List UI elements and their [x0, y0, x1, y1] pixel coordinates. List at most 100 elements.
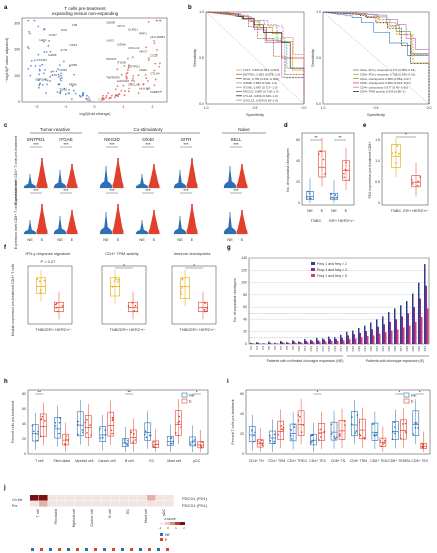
panel-g-bar [370, 322, 372, 344]
heatmap-cell [48, 501, 57, 507]
volcano-point [120, 89, 123, 92]
box-body [371, 422, 379, 441]
heatmap-cell [93, 495, 102, 501]
violin-xcat: NE [177, 237, 183, 242]
volcano-point [43, 40, 45, 43]
panel-a-volcano: T cells pre-treatment expanding versus n… [4, 6, 168, 116]
volcano-point [61, 77, 63, 79]
volcano-point [126, 76, 128, 79]
panel-d-xcat: E [321, 208, 324, 213]
panel-g-bar [364, 325, 366, 344]
box-point [36, 278, 39, 280]
volcano-gene-label: CTLA4 [150, 72, 160, 76]
panel-g-bars: 0 20 40 60 80 100 120 140 P2 P3 P4 P5 P6 P7 P8 P9 P10 P11… [233, 256, 430, 363]
box-point [297, 419, 300, 422]
heatmap-cat-swatch [58, 548, 61, 551]
volcano-point [46, 79, 49, 82]
box-body [277, 420, 284, 440]
panel-f: IFN-γ response signature CD4+ TRM activi… [11, 251, 216, 336]
box-point [132, 440, 135, 443]
panel-h-ytick: 0 [24, 452, 26, 456]
roc-ytick: 0.0 [199, 102, 204, 106]
violin-xcat: E [41, 237, 44, 242]
volcano-point [55, 70, 58, 73]
panel-g-bar [407, 313, 409, 344]
volcano-point [160, 90, 162, 93]
box-point [178, 415, 181, 418]
violin-sig-label: *** [233, 188, 239, 193]
panel-g-bar [371, 329, 373, 344]
heatmap-cell [84, 501, 93, 507]
panel-j-xcat: CD4+ TREG [287, 459, 307, 463]
box-point [383, 442, 386, 444]
volcano-gene-label: CXCL13 [128, 83, 140, 87]
panel-g-bar [313, 342, 315, 344]
box-point [191, 440, 194, 443]
volcano-point [118, 93, 121, 96]
panel-g-xtick: P3 [255, 346, 259, 350]
box-point [297, 414, 300, 416]
volcano-gene-label: CD44 [69, 43, 77, 47]
volcano-point [59, 92, 62, 95]
panel-g-ytick: 120 [241, 268, 247, 272]
volcano-xtick: −2 [35, 105, 39, 109]
box-point [123, 441, 126, 444]
panel-e-frame [381, 132, 429, 206]
violin-shape [186, 158, 198, 188]
volcano-point [64, 93, 67, 96]
roc-left-curves [205, 11, 305, 104]
volcano-gene-label: GPR183 [35, 78, 47, 82]
violin-shape [236, 164, 248, 188]
violin-xcat: NE [103, 237, 109, 242]
volcano-point [127, 90, 130, 93]
volcano-point [97, 100, 100, 103]
panel-g-bar [397, 329, 399, 344]
violin-shape [100, 166, 112, 188]
panel-g-xtick: P15 [327, 346, 331, 352]
panel-j-xcat: CD8+ TEM [370, 459, 387, 463]
violin-shape [112, 204, 124, 234]
panel-g-xtick: P20 [357, 346, 361, 352]
heatmap-cat-legend-swatch [160, 533, 163, 536]
roc-ytick: 1.0 [316, 10, 321, 14]
volcano-point [71, 98, 73, 100]
panel-g-xtick: P8 [285, 346, 289, 350]
volcano-point [33, 59, 36, 62]
panel-g-xtick: P29 [411, 346, 415, 352]
volcano-point [147, 59, 150, 61]
volcano-point [159, 62, 161, 65]
panel-g-bar [379, 333, 381, 344]
panel-j-legend-swatch [403, 392, 410, 398]
box-point [55, 303, 57, 306]
heatmap-legend-cell [165, 522, 170, 525]
panel-g-bar [389, 321, 391, 344]
violin-row2-ylabel: Expression level CD8+ T cells pre-treatm… [14, 181, 18, 249]
box-point [343, 173, 345, 175]
box-body [330, 192, 338, 201]
panel-e-ylabel: PD1 expression pre-treatment CD8+ [368, 142, 372, 199]
box-body [198, 301, 208, 312]
box-point [331, 196, 333, 199]
heatmap-cat-legend-label: NE [165, 533, 171, 537]
roc-legend-label: CD4+ IFN-γ response 0.774 (0.565−0.91) [360, 68, 415, 72]
heatmap-cell [147, 495, 156, 501]
panel-j-legend-swatch [403, 398, 410, 404]
volcano-gene-label: LTB [72, 23, 77, 27]
panel-g-bar [340, 334, 342, 344]
violin-shape [148, 210, 160, 234]
box-point [358, 433, 361, 436]
volcano-point [124, 90, 126, 93]
heatmap-cell [129, 495, 138, 501]
panel-e-ytick: 0.5 [375, 180, 380, 184]
volcano-point [137, 83, 140, 86]
volcano-point [125, 77, 128, 80]
volcano-point [60, 79, 63, 82]
violin-gene-label: ENTPD1 [27, 137, 45, 142]
panel-g-group-2: Patients with clonotype expansion (E) [366, 359, 424, 363]
volcano-point [131, 77, 134, 80]
box-point [308, 197, 311, 200]
roc-legend-label: CD8+ checkpoints 0.806 (0.633−0.97) [360, 81, 411, 85]
heatmap-cell [75, 495, 84, 501]
box-body [39, 413, 47, 438]
